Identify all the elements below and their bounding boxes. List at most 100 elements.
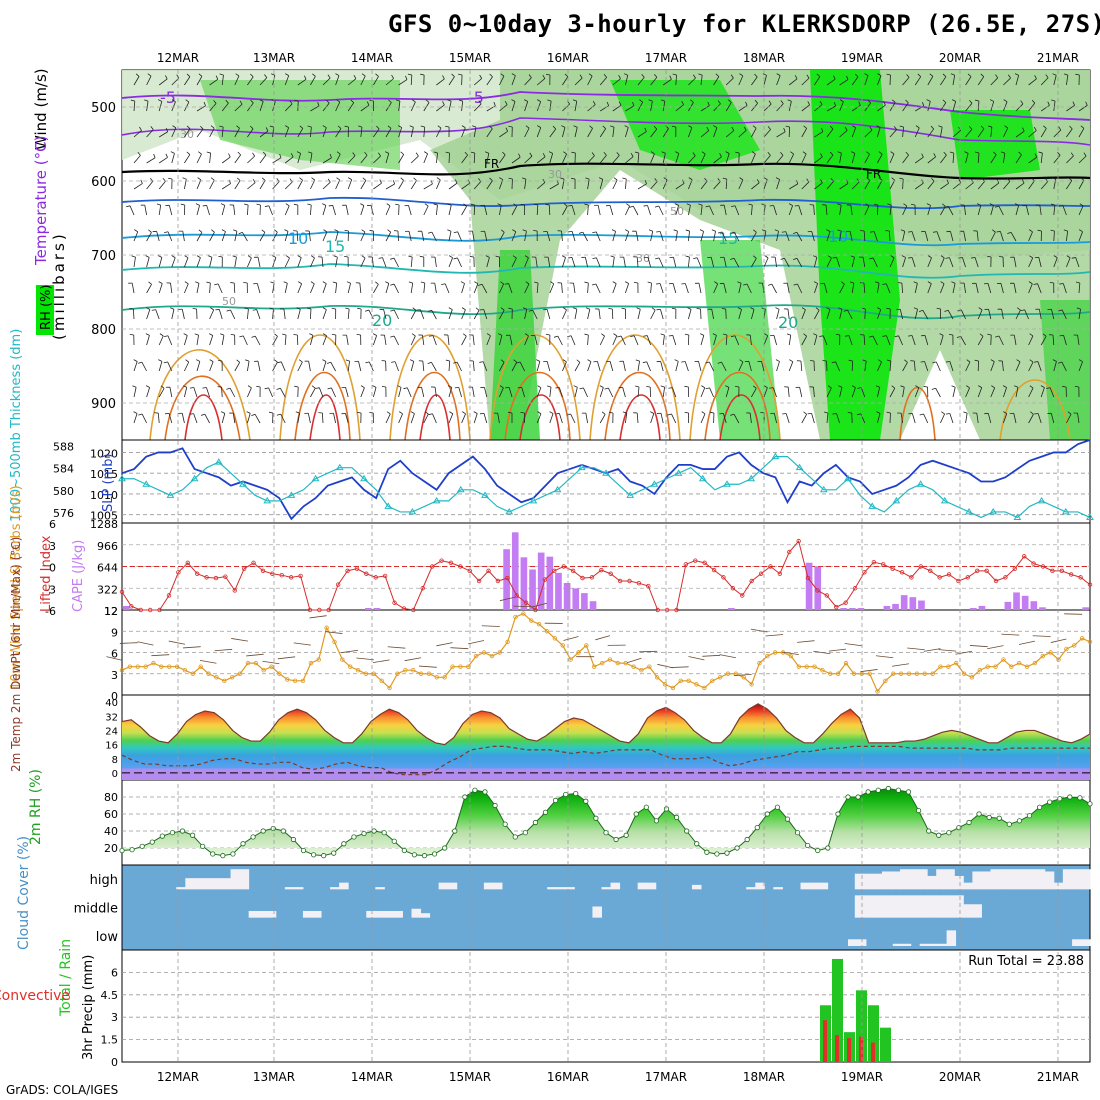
- wind-barb: [1066, 104, 1075, 112]
- rh-marker: [542, 809, 549, 815]
- wind-barb: [247, 361, 250, 372]
- wind-barb-flag: [837, 203, 842, 206]
- cloud-cell-middle: [881, 895, 892, 918]
- wind-barb: [196, 257, 201, 268]
- wind-barb-flag: [844, 126, 848, 131]
- wind-barb-flag: [585, 307, 590, 310]
- wind-barb: [1037, 283, 1042, 294]
- wind-barb: [839, 79, 849, 86]
- date-label-top: 15MAR: [449, 51, 491, 65]
- wind-barb-flag: [399, 411, 403, 415]
- wind-barb-flag: [731, 205, 736, 207]
- precip-tick-label: 1.5: [101, 1034, 119, 1047]
- cloud-tick-label: high: [90, 873, 118, 888]
- wind-barb: [1053, 155, 1061, 164]
- wind-barb: [242, 232, 248, 242]
- wind-speed-marker: [1072, 643, 1077, 648]
- rh-shading: [122, 70, 1090, 440]
- wind-barb: [499, 361, 505, 372]
- wind-barb: [684, 283, 689, 294]
- wind-barb: [209, 103, 217, 112]
- wind-barb: [788, 101, 792, 112]
- wind-barb: [1053, 361, 1057, 372]
- wind-barb: [410, 361, 415, 372]
- precip-tick-label: 6: [111, 966, 118, 979]
- wind-barb-flag: [547, 99, 552, 102]
- wind-barb: [310, 76, 316, 86]
- thickness-marker: [432, 496, 441, 504]
- wind-barb: [622, 361, 626, 372]
- lifted-index-marker: [975, 568, 980, 574]
- wind-barb: [801, 104, 810, 112]
- surface-wind-barb: [639, 650, 658, 653]
- wind-barb-flag: [685, 229, 690, 232]
- wind-barb: [184, 76, 191, 86]
- surface-wind-barb: [923, 648, 941, 652]
- wind-barb: [499, 387, 504, 398]
- wind-barb-flag: [573, 385, 578, 388]
- lifted-index-marker: [749, 578, 754, 584]
- wind-barb-flag: [830, 178, 834, 182]
- wind-barb: [524, 335, 529, 346]
- rh-marker: [189, 832, 196, 838]
- wind-barb: [587, 334, 589, 346]
- wind-barb-flag: [244, 203, 249, 206]
- wind-barb: [473, 127, 477, 138]
- wind-barb-flag: [165, 75, 168, 80]
- wind-barb-flag: [686, 203, 691, 206]
- wind-barb: [524, 127, 530, 138]
- wind-speed-marker: [285, 677, 290, 682]
- slp-tick-label: 1005: [90, 510, 118, 523]
- wind-barb-flag: [500, 307, 505, 311]
- wind-barb: [548, 204, 551, 216]
- wind-barb: [247, 413, 251, 424]
- date-label-bottom: 12MAR: [157, 1070, 199, 1084]
- wind-barb-flag: [926, 99, 931, 102]
- wind-barb: [637, 153, 640, 164]
- wind-barb-flag: [635, 359, 640, 362]
- wind-barb: [637, 309, 641, 320]
- wind-barb-flag: [295, 411, 300, 414]
- wind-barb: [1003, 181, 1011, 190]
- wind-barb: [436, 127, 442, 138]
- wind-barb-flag: [942, 73, 947, 77]
- rh-tick-label: 80: [104, 791, 118, 804]
- lifted-index-marker: [476, 578, 482, 584]
- wind-barb-flag: [905, 151, 909, 156]
- wind-barb-flag: [807, 101, 811, 106]
- wind-barb: [571, 231, 576, 242]
- wind-barb-flag: [520, 411, 525, 414]
- cloud-cell-middle: [963, 904, 973, 918]
- wind-barb: [813, 204, 815, 216]
- wind-barb: [158, 361, 163, 372]
- wind-barb-flag: [894, 335, 899, 338]
- wind-barb: [347, 179, 353, 190]
- rh-marker: [835, 811, 841, 817]
- wind-barb-flag: [776, 73, 781, 76]
- surface-wind-barb: [750, 628, 768, 633]
- wind-barb-flag: [591, 283, 597, 286]
- rh-tick-label: 60: [104, 808, 118, 821]
- wind-barb-flag: [475, 307, 480, 311]
- wind-speed-marker: [316, 657, 321, 662]
- wind-barb-flag: [334, 229, 339, 232]
- rh-marker: [694, 841, 700, 847]
- wind-barb-flag: [196, 255, 201, 258]
- wind-barb: [1028, 387, 1034, 398]
- precip-convective-bar: [859, 1036, 863, 1062]
- wind-barb-flag: [195, 203, 200, 206]
- cloud-tick-label: low: [96, 930, 119, 945]
- wind-barb-flag: [252, 152, 255, 157]
- cape-bar: [892, 603, 899, 610]
- wind-barb: [448, 413, 454, 424]
- wind-barb-flag: [618, 74, 621, 79]
- wind-barb: [242, 335, 248, 346]
- wind-barb: [725, 334, 728, 346]
- wind-barb-flag: [837, 151, 842, 154]
- wind-barb: [713, 181, 721, 190]
- wind-barb-flag: [244, 307, 249, 310]
- wind-barb-flag: [232, 255, 237, 258]
- wind-barb: [308, 361, 311, 372]
- wind-barb-flag: [505, 127, 509, 132]
